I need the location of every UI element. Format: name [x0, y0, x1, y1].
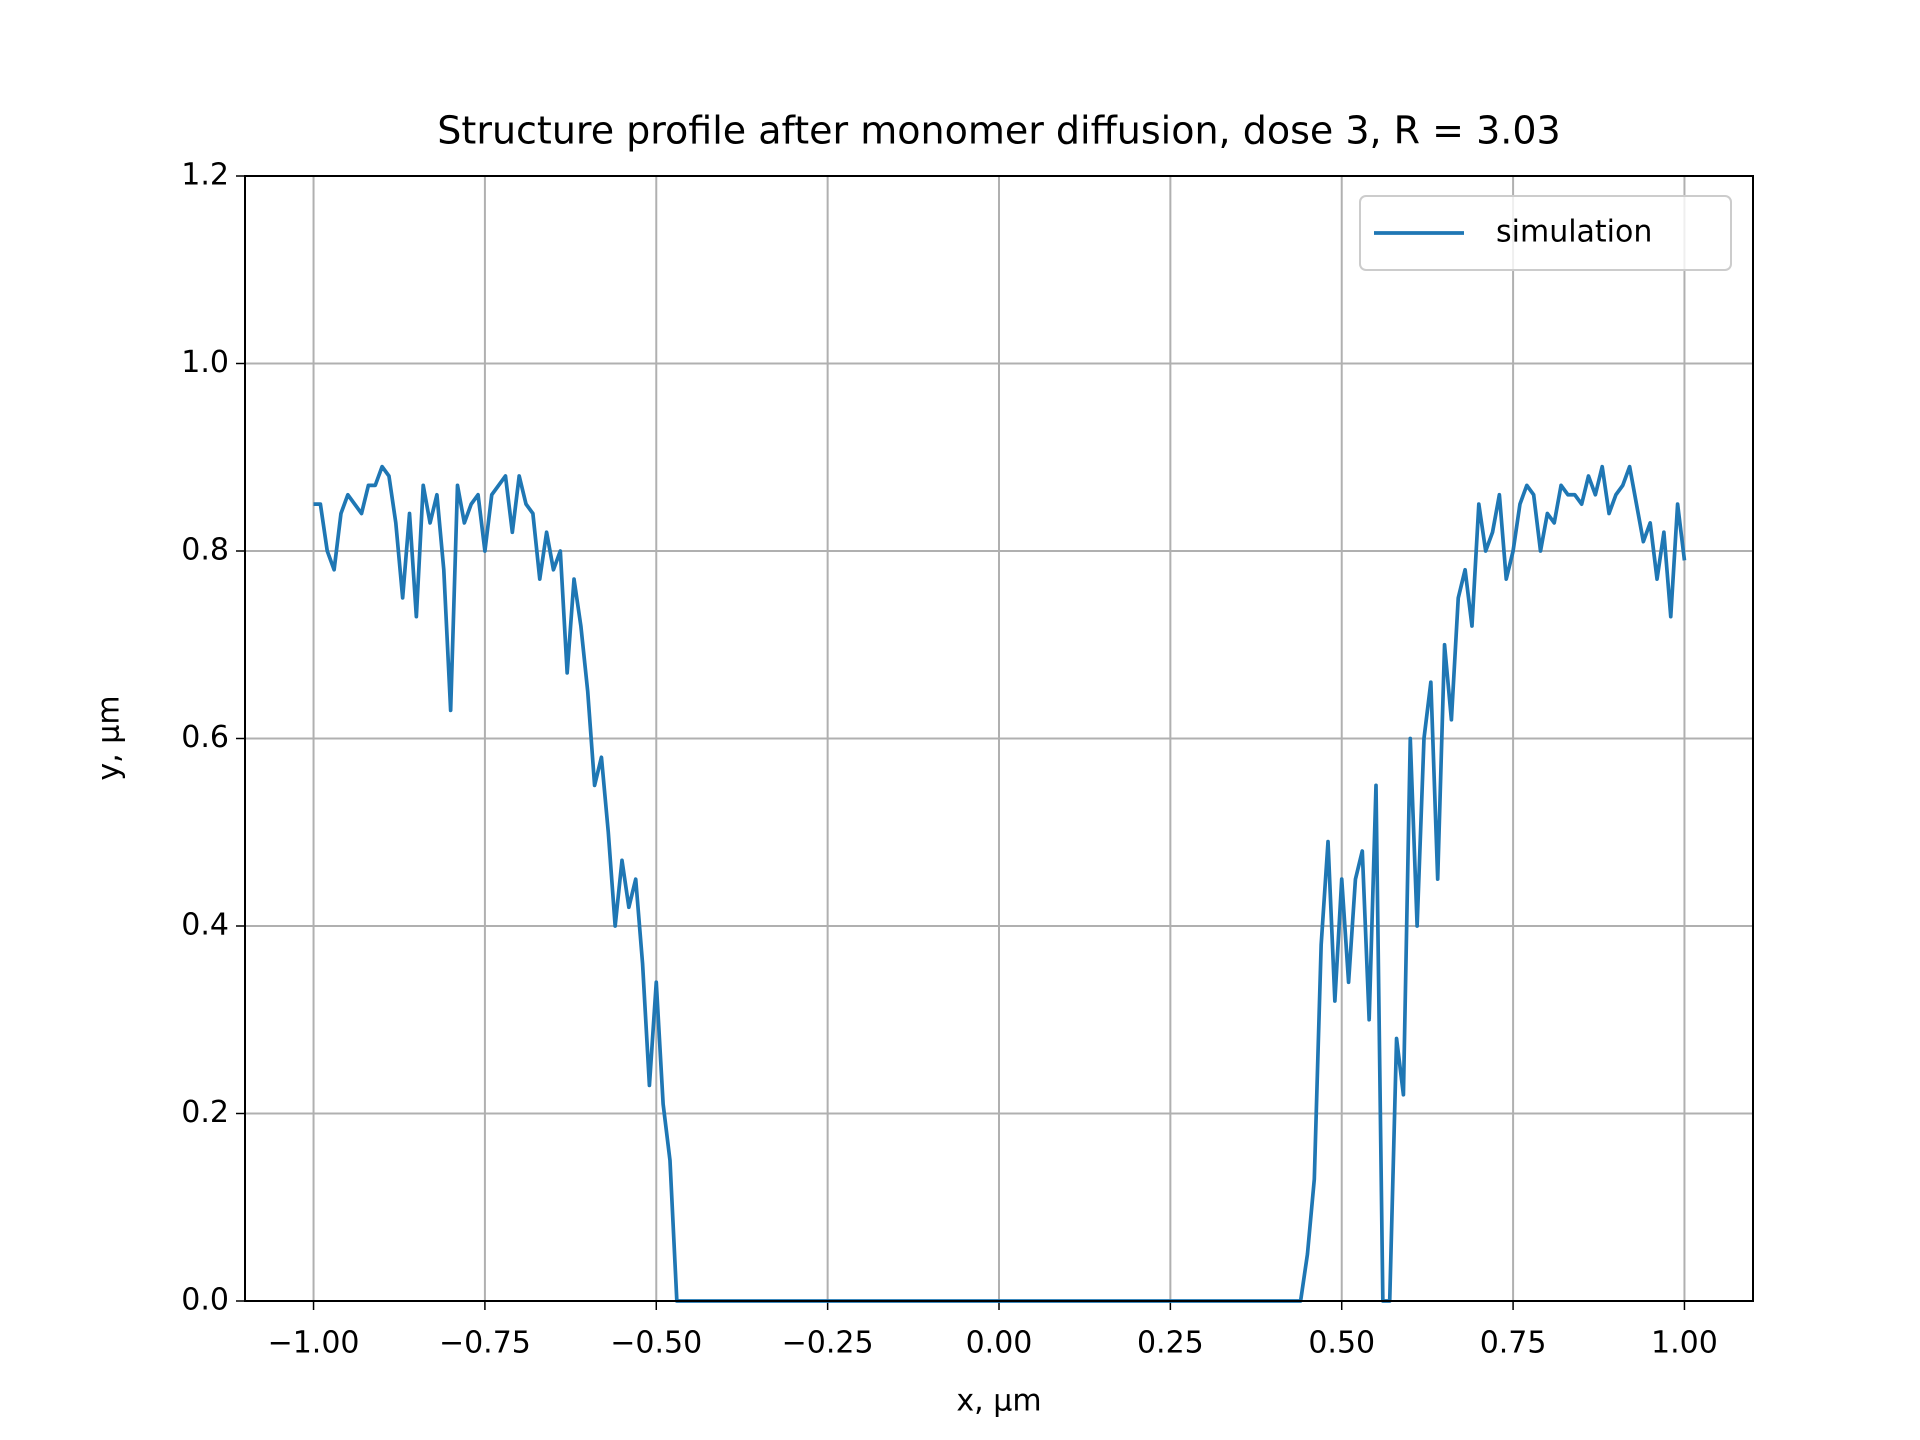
x-tick-label: −0.50 [610, 1326, 702, 1361]
y-tick-label: 0.0 [181, 1283, 229, 1318]
y-tick-label: 0.8 [181, 533, 229, 568]
x-tick-label: 0.75 [1480, 1326, 1547, 1361]
x-tick-label: 0.50 [1308, 1326, 1375, 1361]
y-tick-label: 0.6 [181, 720, 229, 755]
y-tick-label: 1.2 [181, 158, 229, 193]
chart-title: Structure profile after monomer diffusio… [437, 109, 1560, 153]
x-tick-label: −0.75 [439, 1326, 531, 1361]
x-tick-label: −1.00 [268, 1326, 360, 1361]
y-axis-label: y, μm [92, 695, 127, 780]
legend-label: simulation [1496, 215, 1652, 250]
x-tick-label: 1.00 [1651, 1326, 1718, 1361]
y-tick-label: 0.4 [181, 908, 229, 943]
x-tick-label: 0.25 [1137, 1326, 1204, 1361]
x-tick-label: −0.25 [782, 1326, 874, 1361]
series-line [313, 464, 1687, 1303]
y-tick-label: 1.0 [181, 345, 229, 380]
x-tick-label: 0.00 [966, 1326, 1033, 1361]
legend-box [1359, 195, 1732, 271]
y-tick-label: 0.2 [181, 1095, 229, 1130]
x-axis-label: x, μm [956, 1384, 1041, 1419]
plot-frame [244, 175, 1754, 1302]
